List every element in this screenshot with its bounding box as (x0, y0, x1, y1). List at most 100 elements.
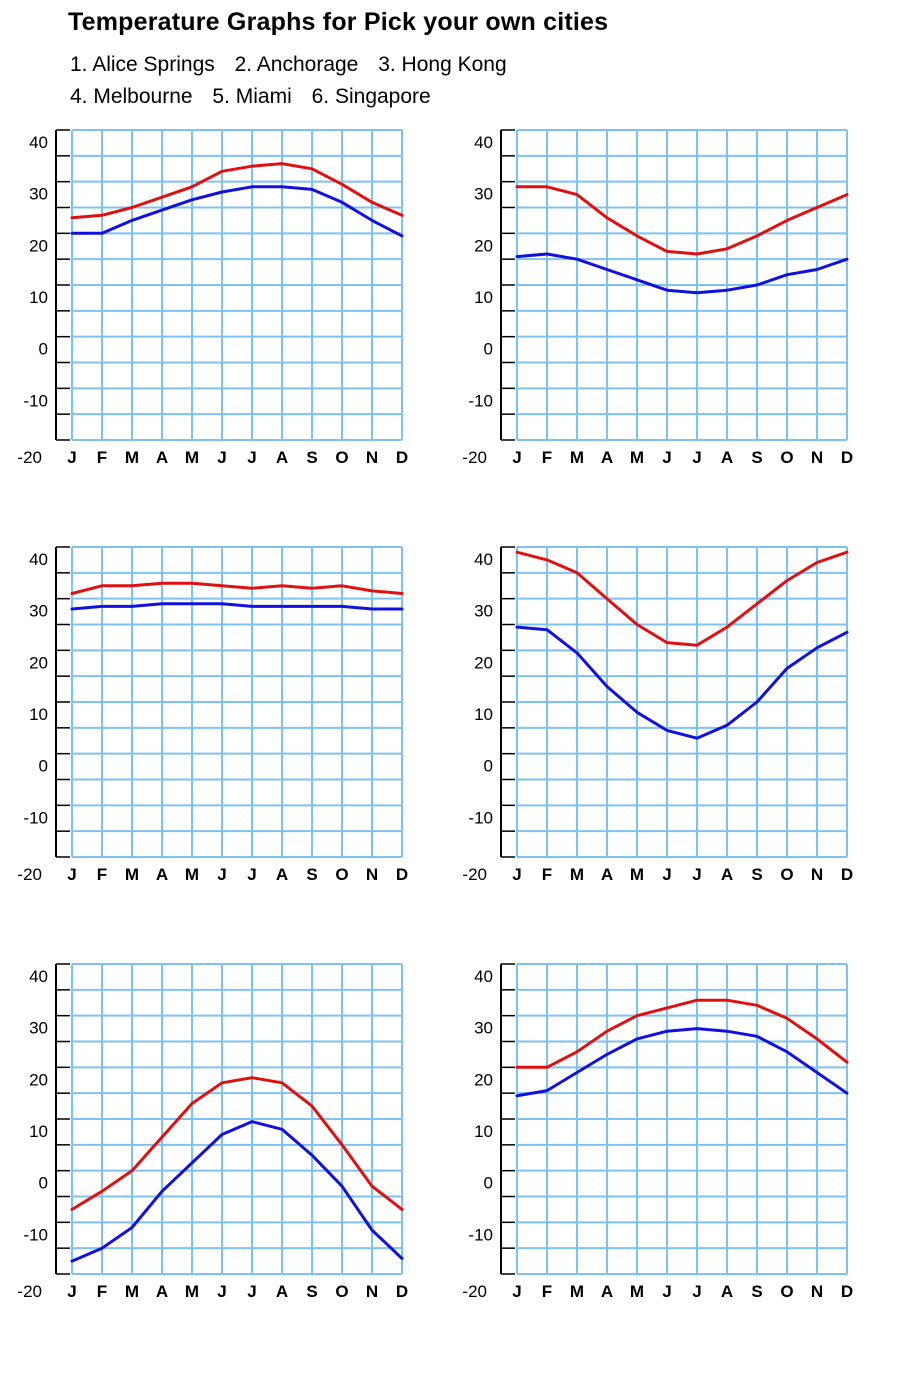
y-tick-label: 20 (474, 653, 493, 672)
x-tick-label: F (97, 1282, 107, 1301)
y-tick-label: 30 (29, 1019, 48, 1038)
y-tick-label: 10 (29, 1122, 48, 1141)
max-temperature-line (515, 185, 849, 256)
y-tick-label: 40 (474, 967, 493, 986)
min-temperature-line (515, 625, 849, 740)
y-tick-label: -10 (468, 1225, 493, 1244)
city-item: 3. Hong Kong (378, 53, 507, 76)
x-tick-label: S (306, 1282, 317, 1301)
x-tick-label: J (512, 448, 521, 467)
y-tick-label: 30 (29, 185, 48, 204)
y-tick-label: 30 (474, 185, 493, 204)
x-tick-label: J (67, 865, 76, 884)
x-tick-label: S (306, 865, 317, 884)
x-tick-label: A (156, 1282, 168, 1301)
min-temperature-line (515, 1027, 849, 1098)
x-tick-label: O (780, 448, 793, 467)
x-tick-label: S (751, 1282, 762, 1301)
x-tick-label: D (841, 1282, 853, 1301)
city-list-line-1: 1. Alice Springs 2. Anchorage 3. Hong Ko… (70, 53, 521, 77)
y-tick-label: -20 (462, 448, 487, 467)
page-title: Temperature Graphs for Pick your own cit… (68, 8, 609, 36)
x-tick-label: O (780, 1282, 793, 1301)
city-list-line-2: 4. Melbourne 5. Miami 6. Singapore (70, 85, 445, 109)
x-tick-label: N (366, 448, 378, 467)
y-tick-label: 40 (29, 550, 48, 569)
y-tick-label: 10 (474, 705, 493, 724)
max-temperature-line (515, 998, 849, 1069)
x-tick-label: A (601, 865, 613, 884)
y-tick-label: 20 (29, 653, 48, 672)
x-tick-label: S (306, 448, 317, 467)
x-tick-label: M (630, 448, 644, 467)
y-tick-label: 20 (29, 236, 48, 255)
x-tick-label: F (97, 448, 107, 467)
x-tick-label: F (542, 1282, 552, 1301)
y-tick-label: 0 (39, 757, 48, 776)
x-tick-label: N (811, 1282, 823, 1301)
x-tick-label: A (276, 1282, 288, 1301)
x-tick-label: O (335, 448, 348, 467)
min-temperature-line (70, 602, 404, 611)
y-tick-label: 10 (29, 705, 48, 724)
y-tick-label: -20 (17, 448, 42, 467)
x-tick-label: M (570, 448, 584, 467)
x-tick-label: D (841, 448, 853, 467)
y-tick-label: 20 (29, 1070, 48, 1089)
y-tick-label: -20 (462, 865, 487, 884)
x-tick-label: M (125, 1282, 139, 1301)
y-tick-label: -10 (23, 1225, 48, 1244)
x-tick-label: S (751, 865, 762, 884)
y-tick-label: -10 (23, 391, 48, 410)
x-tick-label: M (630, 1282, 644, 1301)
y-tick-label: 0 (39, 1174, 48, 1193)
city-item: 6. Singapore (311, 85, 431, 108)
x-tick-label: J (512, 865, 521, 884)
x-tick-label: J (692, 865, 701, 884)
y-tick-label: -10 (23, 808, 48, 827)
x-tick-label: J (217, 448, 226, 467)
max-temperature-line (70, 581, 404, 595)
x-tick-label: M (125, 448, 139, 467)
x-tick-label: D (396, 865, 408, 884)
x-tick-label: D (841, 865, 853, 884)
x-tick-label: N (811, 448, 823, 467)
y-tick-label: 0 (484, 757, 493, 776)
x-tick-label: F (542, 865, 552, 884)
x-tick-label: J (67, 448, 76, 467)
x-tick-label: J (692, 448, 701, 467)
city-item: 2. Anchorage (234, 53, 359, 76)
y-tick-label: 30 (474, 602, 493, 621)
x-tick-label: M (630, 865, 644, 884)
y-tick-label: -10 (468, 391, 493, 410)
x-tick-label: F (97, 865, 107, 884)
x-tick-label: N (811, 865, 823, 884)
city-item: 4. Melbourne (70, 85, 193, 108)
x-tick-label: M (570, 1282, 584, 1301)
x-tick-label: A (156, 448, 168, 467)
x-tick-label: M (185, 448, 199, 467)
y-tick-label: 40 (29, 967, 48, 986)
min-temperature-line (70, 185, 404, 238)
min-temperature-line (70, 1120, 404, 1263)
x-tick-label: M (185, 1282, 199, 1301)
max-temperature-line (70, 1076, 404, 1211)
x-tick-label: J (67, 1282, 76, 1301)
y-tick-label: 10 (474, 288, 493, 307)
y-tick-label: -20 (462, 1282, 487, 1301)
x-tick-label: D (396, 448, 408, 467)
x-tick-label: J (217, 1282, 226, 1301)
x-tick-label: A (276, 448, 288, 467)
x-tick-label: A (156, 865, 168, 884)
x-tick-label: A (721, 1282, 733, 1301)
y-tick-label: 40 (474, 133, 493, 152)
x-tick-label: A (721, 448, 733, 467)
x-tick-label: O (335, 865, 348, 884)
city-item: 1. Alice Springs (70, 53, 215, 76)
x-tick-label: N (366, 865, 378, 884)
